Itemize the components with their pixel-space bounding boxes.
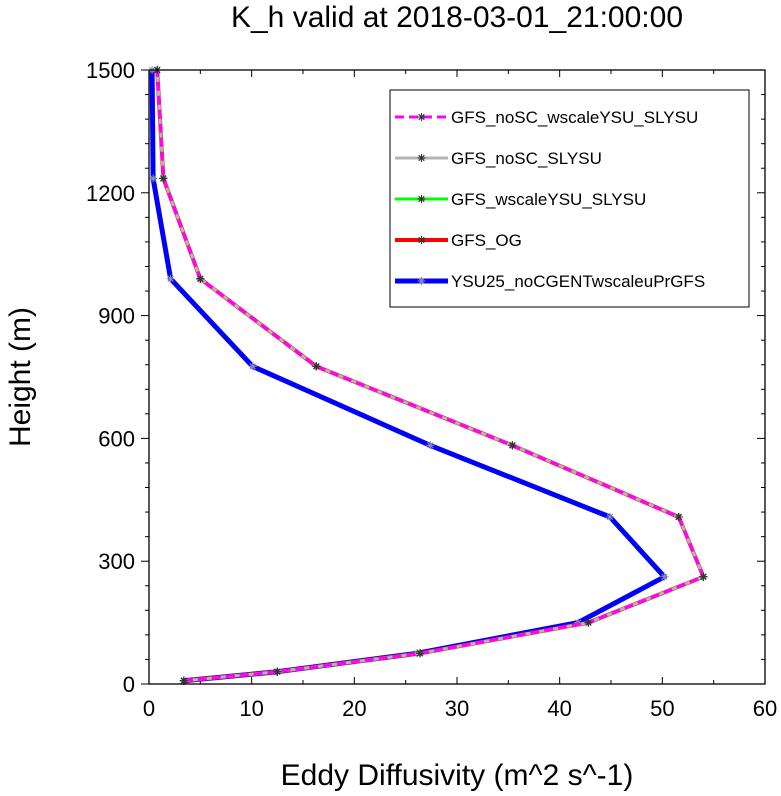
legend-marker bbox=[417, 236, 426, 244]
data-point bbox=[149, 174, 158, 183]
legend-label: GFS_wscaleYSU_SLYSU bbox=[451, 190, 646, 209]
data-point bbox=[674, 512, 683, 521]
x-tick-label: 10 bbox=[239, 696, 263, 721]
series-0 bbox=[153, 66, 708, 685]
y-tick-label: 900 bbox=[98, 304, 135, 329]
legend-item: GFS_OG bbox=[395, 231, 522, 250]
data-point bbox=[584, 618, 593, 627]
data-point bbox=[248, 362, 257, 371]
legend-label: YSU25_noCGENTwscaleuPrGFS bbox=[451, 272, 705, 291]
data-point bbox=[508, 441, 517, 450]
data-point bbox=[273, 667, 282, 676]
data-point bbox=[426, 441, 435, 450]
legend-marker bbox=[417, 113, 426, 121]
data-point bbox=[196, 274, 205, 283]
x-tick-label: 20 bbox=[342, 696, 366, 721]
legend: GFS_noSC_wscaleYSU_SLYSU GFS_noSC_SLYSU GF… bbox=[389, 89, 750, 308]
data-point bbox=[416, 649, 425, 658]
y-tick-label: 0 bbox=[123, 672, 135, 697]
x-tick-label: 0 bbox=[143, 696, 155, 721]
data-point bbox=[660, 572, 669, 581]
data-point bbox=[179, 676, 188, 685]
chart-title: K_h valid at 2018-03-01_21:00:00 bbox=[231, 1, 683, 34]
plot-area bbox=[148, 66, 708, 685]
legend-item: GFS_wscaleYSU_SLYSU bbox=[395, 190, 646, 209]
x-axis-label: Eddy Diffusivity (m^2 s^-1) bbox=[281, 759, 634, 792]
legend-marker bbox=[417, 195, 426, 203]
data-point bbox=[699, 572, 708, 581]
legend-label: GFS_noSC_wscaleYSU_SLYSU bbox=[451, 108, 698, 127]
legend-item: YSU25_noCGENTwscaleuPrGFS bbox=[395, 272, 705, 291]
plot-frame bbox=[148, 69, 766, 685]
data-point bbox=[159, 174, 168, 183]
series-line bbox=[155, 69, 705, 683]
legend-label: GFS_noSC_SLYSU bbox=[451, 149, 602, 168]
x-tick-label: 40 bbox=[547, 696, 571, 721]
y-tick-label: 1200 bbox=[86, 181, 135, 206]
data-point bbox=[605, 512, 614, 521]
data-point bbox=[312, 362, 321, 371]
legend-box bbox=[389, 89, 750, 308]
y-axis-label: Height (m) bbox=[4, 307, 37, 447]
y-tick-label: 1500 bbox=[86, 58, 135, 83]
legend-item: GFS_noSC_SLYSU bbox=[395, 149, 602, 168]
legend-marker bbox=[417, 154, 426, 162]
x-tick-label: 60 bbox=[753, 696, 777, 721]
legend-label: GFS_OG bbox=[451, 231, 522, 250]
data-point bbox=[166, 274, 175, 283]
y-tick-label: 600 bbox=[98, 426, 135, 451]
x-tick-label: 50 bbox=[650, 696, 674, 721]
y-tick-label: 300 bbox=[98, 549, 135, 574]
legend-marker bbox=[417, 277, 426, 285]
legend-item: GFS_noSC_wscaleYSU_SLYSU bbox=[395, 108, 698, 127]
x-tick-label: 30 bbox=[445, 696, 469, 721]
